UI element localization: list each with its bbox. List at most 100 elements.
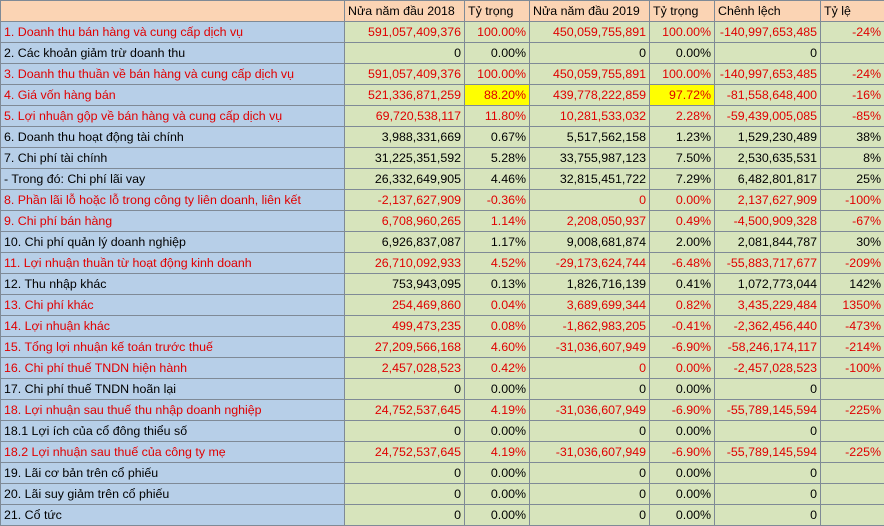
share-2018-cell: 5.28% xyxy=(465,148,530,169)
table-row: 18. Lợi nhuận sau thuế thu nhập doanh ng… xyxy=(1,400,884,421)
value-2019-cell: 0 xyxy=(530,358,650,379)
share-2018-cell: 11.80% xyxy=(465,106,530,127)
ratio-cell xyxy=(821,421,884,442)
row-label-cell: 10. Chi phí quản lý doanh nghiệp xyxy=(1,232,345,253)
difference-cell: -140,997,653,485 xyxy=(715,22,821,43)
value-2018-cell: -2,137,627,909 xyxy=(345,190,465,211)
share-2019-cell: 0.00% xyxy=(650,484,715,505)
ratio-cell: 25% xyxy=(821,169,884,190)
value-2018-cell: 0 xyxy=(345,421,465,442)
value-2019-cell: -1,862,983,205 xyxy=(530,316,650,337)
share-2018-cell: 100.00% xyxy=(465,22,530,43)
value-2019-cell: 2,208,050,937 xyxy=(530,211,650,232)
row-label-cell: 16. Chi phí thuế TNDN hiện hành xyxy=(1,358,345,379)
share-2019-cell: -6.90% xyxy=(650,337,715,358)
value-2018-cell: 6,926,837,087 xyxy=(345,232,465,253)
row-label-cell: 18.1 Lợi ích của cổ đông thiểu số xyxy=(1,421,345,442)
row-label-cell: 20. Lãi suy giảm trên cổ phiếu xyxy=(1,484,345,505)
row-label-cell: - Trong đó: Chi phí lãi vay xyxy=(1,169,345,190)
value-2018-cell: 26,710,092,933 xyxy=(345,253,465,274)
row-label-cell: 21. Cổ tức xyxy=(1,505,345,526)
difference-cell: 6,482,801,817 xyxy=(715,169,821,190)
share-2018-cell: -0.36% xyxy=(465,190,530,211)
difference-cell: -55,789,145,594 xyxy=(715,400,821,421)
share-2018-cell: 4.19% xyxy=(465,442,530,463)
difference-cell: -140,997,653,485 xyxy=(715,64,821,85)
ratio-cell: -67% xyxy=(821,211,884,232)
share-2019-cell: 0.82% xyxy=(650,295,715,316)
difference-cell: -2,362,456,440 xyxy=(715,316,821,337)
share-2018-cell: 0.00% xyxy=(465,43,530,64)
share-2019-cell: 0.00% xyxy=(650,421,715,442)
value-2018-cell: 24,752,537,645 xyxy=(345,442,465,463)
difference-cell: -59,439,005,085 xyxy=(715,106,821,127)
table-row: 5. Lợi nhuận gộp về bán hàng và cung cấp… xyxy=(1,106,884,127)
row-label-cell: 5. Lợi nhuận gộp về bán hàng và cung cấp… xyxy=(1,106,345,127)
difference-cell: 0 xyxy=(715,505,821,526)
difference-cell: 1,529,230,489 xyxy=(715,127,821,148)
share-2018-cell: 0.00% xyxy=(465,505,530,526)
share-2018-cell: 0.00% xyxy=(465,421,530,442)
table-row: 1. Doanh thu bán hàng và cung cấp dịch v… xyxy=(1,22,884,43)
difference-cell: 2,137,627,909 xyxy=(715,190,821,211)
value-2019-cell: 439,778,222,859 xyxy=(530,85,650,106)
value-2018-cell: 0 xyxy=(345,379,465,400)
value-2019-cell: 0 xyxy=(530,505,650,526)
ratio-cell: -225% xyxy=(821,442,884,463)
value-2019-cell: -31,036,607,949 xyxy=(530,400,650,421)
header-cell: Chênh lệch xyxy=(715,1,821,22)
share-2018-cell: 0.67% xyxy=(465,127,530,148)
value-2018-cell: 591,057,409,376 xyxy=(345,64,465,85)
ratio-cell xyxy=(821,379,884,400)
header-cell: Tỷ trọng xyxy=(465,1,530,22)
difference-cell: -4,500,909,328 xyxy=(715,211,821,232)
value-2019-cell: 0 xyxy=(530,379,650,400)
share-2019-cell: 0.00% xyxy=(650,358,715,379)
value-2018-cell: 69,720,538,117 xyxy=(345,106,465,127)
share-2018-cell: 4.46% xyxy=(465,169,530,190)
ratio-cell xyxy=(821,463,884,484)
value-2018-cell: 3,988,331,669 xyxy=(345,127,465,148)
share-2019-cell: 0.00% xyxy=(650,190,715,211)
value-2019-cell: 0 xyxy=(530,463,650,484)
row-label-cell: 4. Giá vốn hàng bán xyxy=(1,85,345,106)
share-2019-cell: 0.00% xyxy=(650,379,715,400)
row-label-cell: 7. Chi phí tài chính xyxy=(1,148,345,169)
difference-cell: -2,457,028,523 xyxy=(715,358,821,379)
share-2019-cell: 7.29% xyxy=(650,169,715,190)
value-2019-cell: 0 xyxy=(530,421,650,442)
share-2019-cell: 0.41% xyxy=(650,274,715,295)
ratio-cell: -24% xyxy=(821,64,884,85)
row-label-cell: 15. Tổng lợi nhuận kế toán trước thuế xyxy=(1,337,345,358)
ratio-cell: -473% xyxy=(821,316,884,337)
share-2019-cell: 97.72% xyxy=(650,85,715,106)
value-2018-cell: 26,332,649,905 xyxy=(345,169,465,190)
row-label-cell: 8. Phần lãi lỗ hoặc lỗ trong công ty liê… xyxy=(1,190,345,211)
value-2019-cell: 1,826,716,139 xyxy=(530,274,650,295)
value-2018-cell: 521,336,871,259 xyxy=(345,85,465,106)
row-label-cell: 19. Lãi cơ bản trên cổ phiếu xyxy=(1,463,345,484)
value-2018-cell: 0 xyxy=(345,484,465,505)
value-2019-cell: -31,036,607,949 xyxy=(530,337,650,358)
ratio-cell: -225% xyxy=(821,400,884,421)
header-cell: Tỷ lệ xyxy=(821,1,884,22)
table-row: 3. Doanh thu thuần về bán hàng và cung c… xyxy=(1,64,884,85)
value-2018-cell: 591,057,409,376 xyxy=(345,22,465,43)
ratio-cell: 38% xyxy=(821,127,884,148)
share-2018-cell: 0.00% xyxy=(465,463,530,484)
difference-cell: 2,530,635,531 xyxy=(715,148,821,169)
difference-cell: 0 xyxy=(715,463,821,484)
ratio-cell: -24% xyxy=(821,22,884,43)
